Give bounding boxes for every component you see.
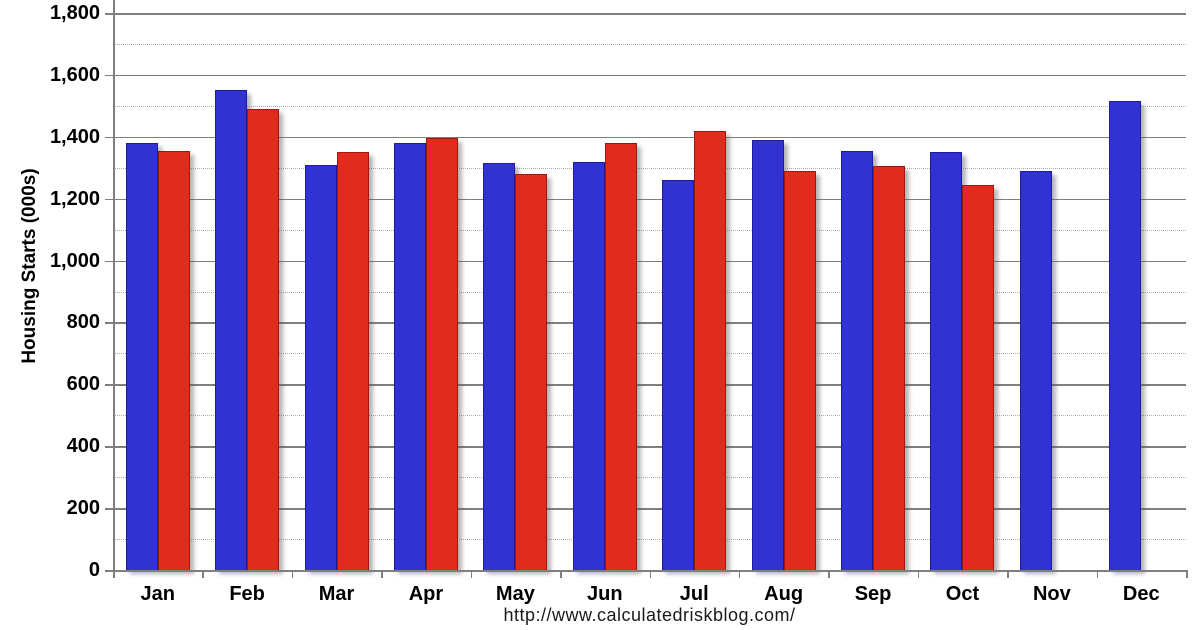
source-url-text: http://www.calculatedriskblog.com/ xyxy=(503,605,796,625)
x-axis-tick xyxy=(1096,570,1099,578)
gridline-major xyxy=(113,198,1186,201)
gridline-major xyxy=(113,13,1186,15)
bar-blue-series-aug xyxy=(751,139,784,570)
x-tick-label-nov: Nov xyxy=(1032,583,1071,605)
gridline-minor xyxy=(113,415,1186,417)
x-axis-tick xyxy=(1186,570,1188,578)
x-tick-label-sep: Sep xyxy=(854,583,892,605)
bar-blue-series-oct xyxy=(930,152,963,570)
x-tick-label-jun: Jun xyxy=(587,583,623,605)
bar-red-series-mar xyxy=(336,152,369,570)
bar-blue-series-may xyxy=(483,163,516,570)
gridline-major xyxy=(113,136,1186,139)
x-tick-label-mar: Mar xyxy=(318,583,355,605)
gridline-minor xyxy=(113,229,1186,231)
bar-red-series-sep xyxy=(873,166,906,570)
gridline-major xyxy=(113,260,1186,263)
y-tick-label: 1,800 xyxy=(49,2,100,24)
gridline-major xyxy=(113,322,1186,324)
bar-red-series-may xyxy=(515,173,548,570)
bar-red-series-jun xyxy=(604,142,637,570)
y-tick-label: 400 xyxy=(66,435,100,458)
x-axis-line xyxy=(105,570,1186,572)
x-axis-tick xyxy=(470,570,473,578)
bar-blue-series-jul xyxy=(662,180,695,570)
x-axis-tick xyxy=(113,570,115,578)
y-axis-tick xyxy=(105,384,113,386)
y-tick-label: 800 xyxy=(66,311,100,334)
x-axis-tick xyxy=(381,570,383,578)
bar-red-series-oct xyxy=(962,184,995,570)
x-axis-tick xyxy=(649,570,651,578)
y-tick-label: 200 xyxy=(66,497,100,520)
bar-red-series-jul xyxy=(694,130,727,570)
gridline-major xyxy=(113,446,1186,448)
gridline-minor xyxy=(113,539,1186,541)
x-axis-tick xyxy=(291,570,294,578)
bar-blue-series-mar xyxy=(304,164,337,570)
x-tick-label-apr: Apr xyxy=(408,583,444,605)
bar-blue-series-dec xyxy=(1109,101,1142,570)
bar-red-series-feb xyxy=(247,108,280,570)
gridline-minor xyxy=(113,477,1186,479)
y-axis-tick xyxy=(105,136,113,139)
gridline-minor xyxy=(113,105,1186,107)
y-axis-tick xyxy=(105,260,113,263)
gridline-minor xyxy=(113,353,1186,355)
gridline-major xyxy=(113,384,1186,386)
x-tick-label-oct: Oct xyxy=(945,583,980,605)
bar-red-series-aug xyxy=(783,170,816,570)
bar-blue-series-jun xyxy=(572,161,605,570)
bar-blue-series-apr xyxy=(393,142,426,570)
gridline-minor xyxy=(113,291,1186,293)
bar-blue-series-feb xyxy=(215,90,248,570)
x-tick-label-feb: Feb xyxy=(229,583,265,605)
bar-red-series-jan xyxy=(157,150,190,570)
gridline-major xyxy=(113,74,1186,77)
y-axis-tick xyxy=(105,13,113,15)
y-tick-label: 1,600 xyxy=(49,63,100,86)
gridline-minor xyxy=(113,43,1186,45)
y-axis-line xyxy=(113,0,115,572)
bar-blue-series-sep xyxy=(841,150,874,570)
x-axis-tick xyxy=(1007,570,1009,578)
bar-blue-series-nov xyxy=(1019,170,1052,570)
gridline-major xyxy=(113,508,1186,510)
x-tick-label-jan: Jan xyxy=(140,583,175,605)
y-tick-label: 1,200 xyxy=(49,187,100,210)
y-axis-tick xyxy=(105,322,113,324)
x-tick-label-jul: Jul xyxy=(679,583,709,605)
y-tick-label: 1,400 xyxy=(49,125,100,148)
x-axis-tick xyxy=(738,570,741,578)
x-tick-label-may: May xyxy=(495,583,535,605)
x-axis-tick xyxy=(560,570,562,578)
x-axis-tick xyxy=(828,570,830,578)
x-tick-label-aug: Aug xyxy=(764,583,804,605)
gridline-minor xyxy=(113,167,1186,169)
bar-red-series-apr xyxy=(425,138,458,570)
y-tick-label: 0 xyxy=(88,559,100,581)
x-tick-label-dec: Dec xyxy=(1122,583,1160,605)
x-axis-tick xyxy=(202,570,204,578)
bar-blue-series-jan xyxy=(125,142,158,570)
y-axis-tick xyxy=(105,446,113,448)
y-axis-tick xyxy=(105,508,113,510)
y-tick-label: 600 xyxy=(66,373,100,396)
y-tick-label: 1,000 xyxy=(49,249,100,272)
x-axis-tick xyxy=(917,570,920,578)
y-axis-tick xyxy=(105,198,113,201)
y-axis-tick xyxy=(105,74,113,77)
